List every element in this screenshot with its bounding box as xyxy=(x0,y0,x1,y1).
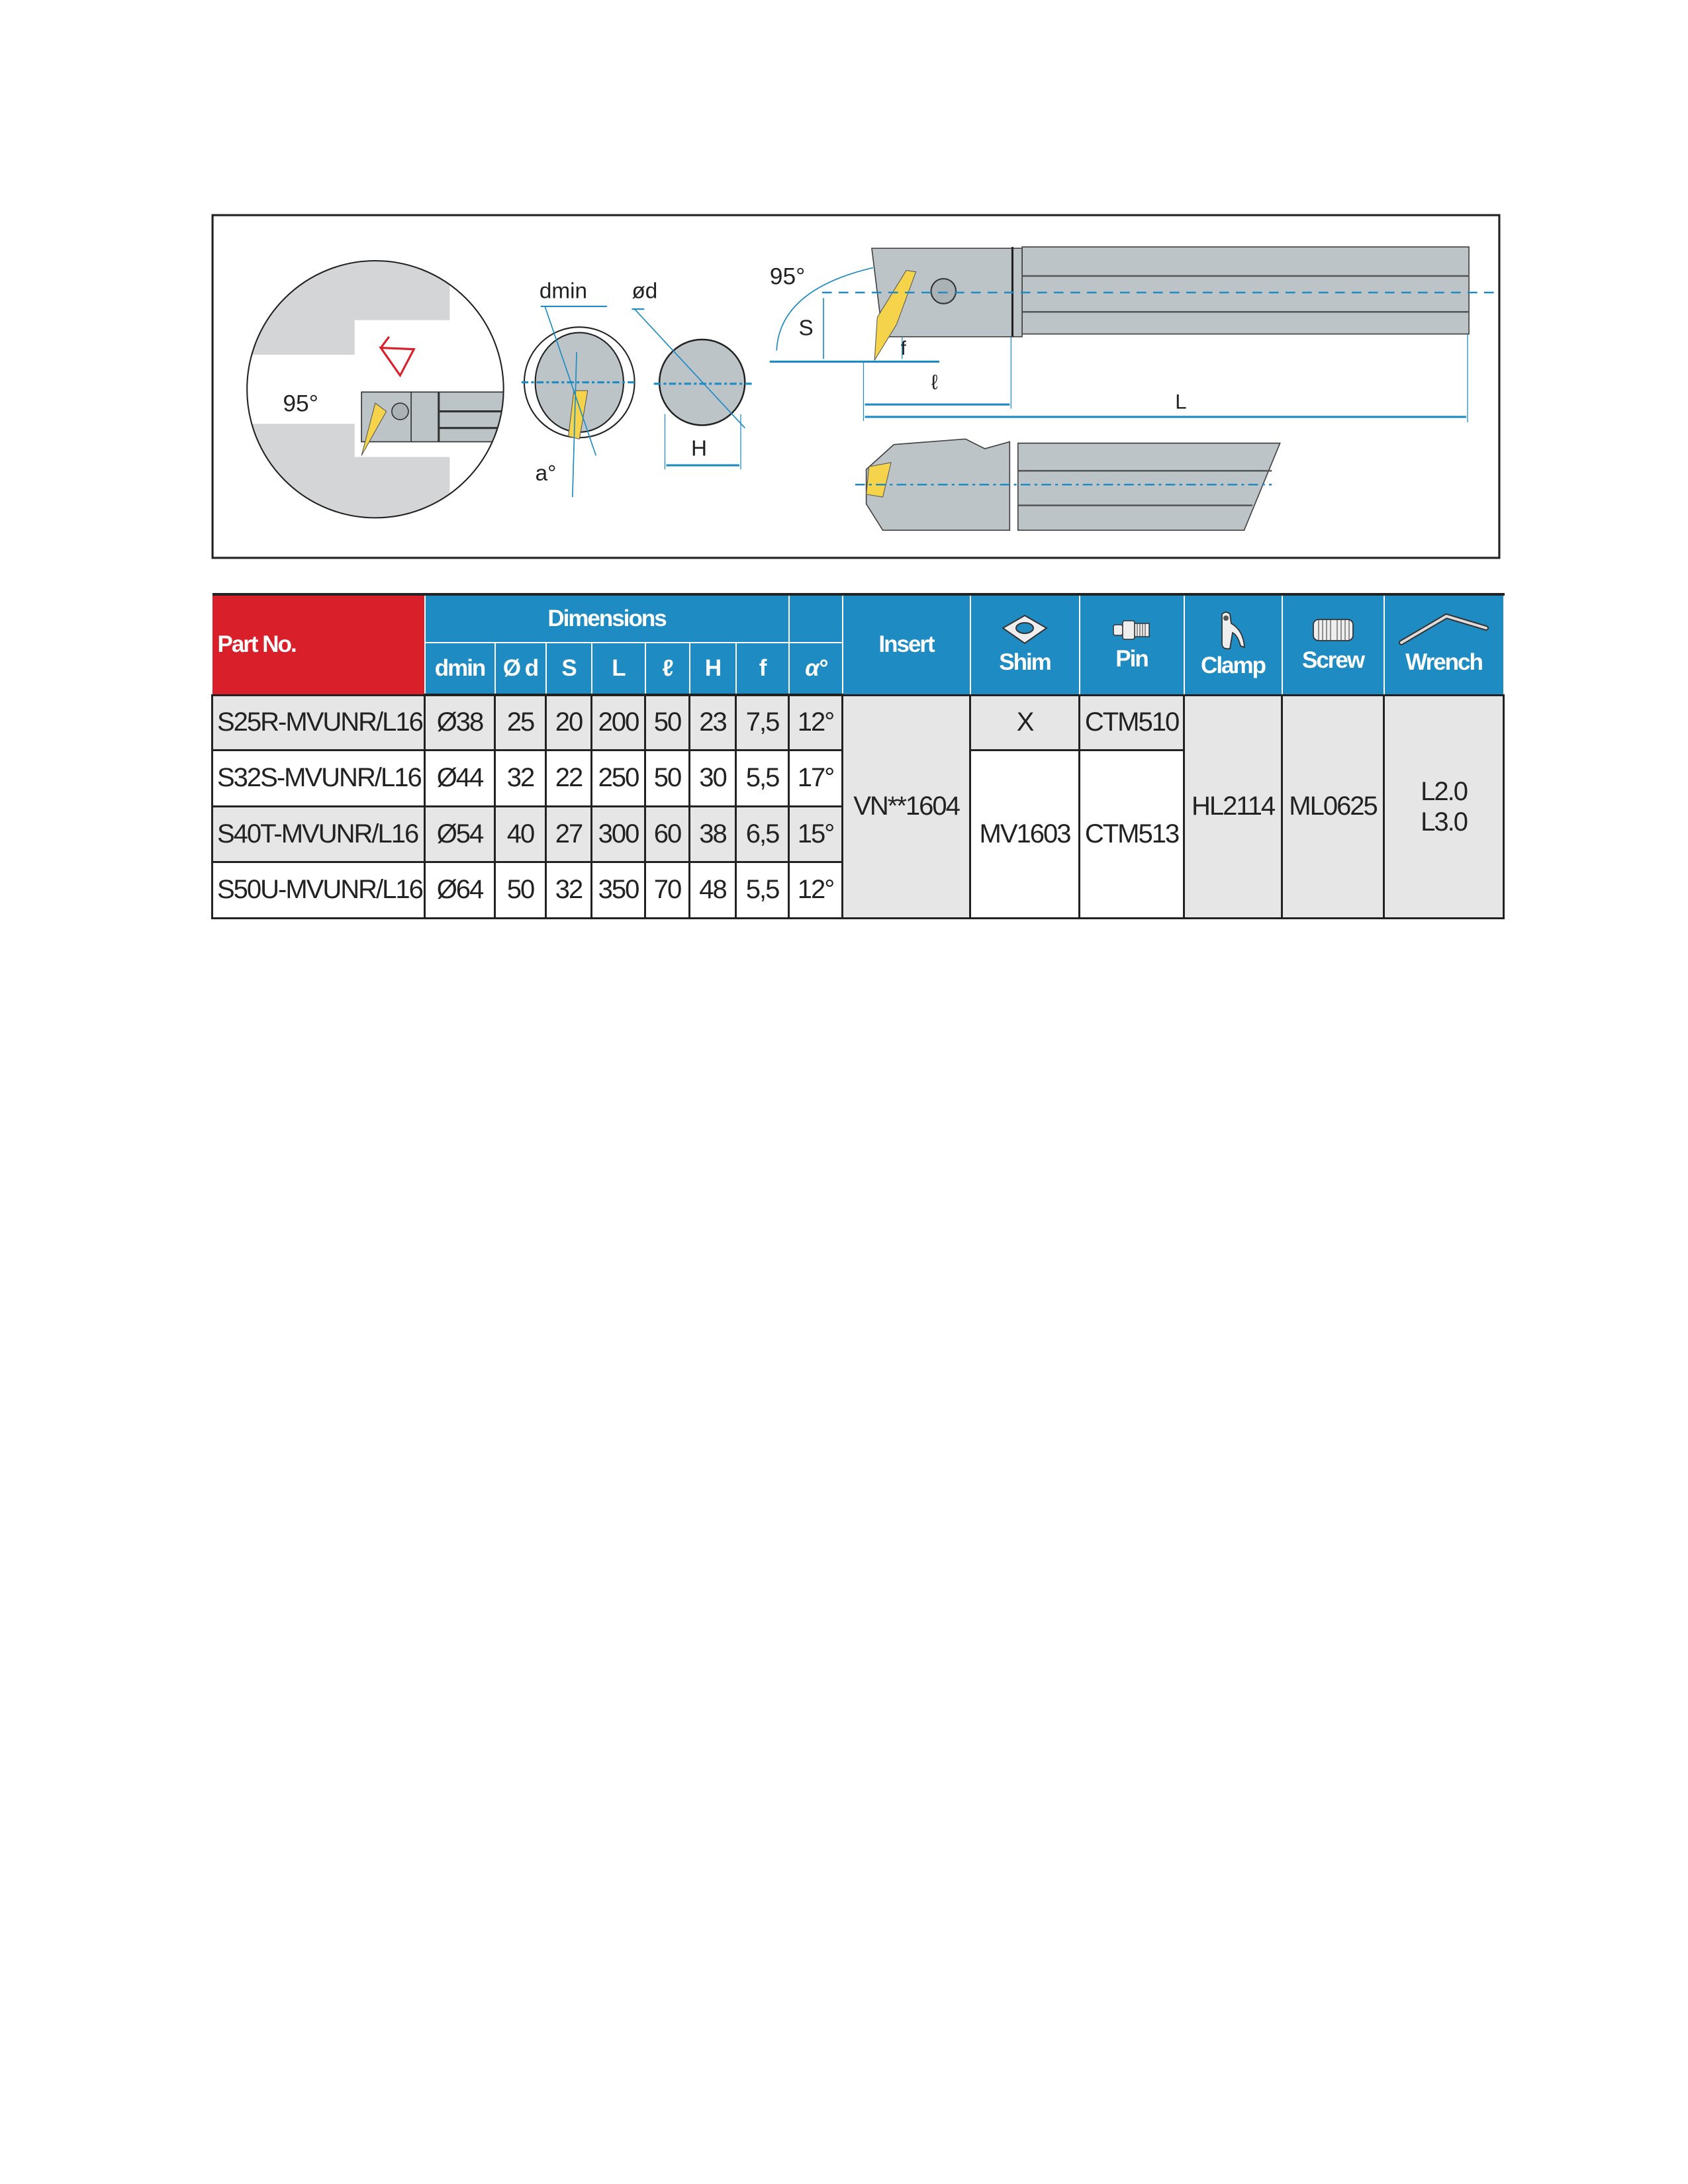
alpha-cell: 15° xyxy=(788,805,844,863)
H-cell: 48 xyxy=(688,860,737,919)
header-dimensions: Dimensions xyxy=(424,593,790,643)
d-cell: 50 xyxy=(494,860,547,919)
header-H: H xyxy=(688,642,737,696)
dmin-cell: Ø54 xyxy=(424,805,496,863)
od-section-view: ød H xyxy=(632,279,753,470)
f-cell: 7,5 xyxy=(734,694,790,751)
wrench-icon xyxy=(1399,614,1489,646)
feed-arrow-icon xyxy=(379,336,416,378)
S-cell: 27 xyxy=(545,805,592,863)
pin-cell: CTM513 xyxy=(1078,749,1186,919)
shim-cell: X xyxy=(969,694,1081,751)
f-cell: 6,5 xyxy=(734,805,790,863)
header-f: f xyxy=(735,642,790,696)
S-cell: 32 xyxy=(545,860,592,919)
d-cell: 25 xyxy=(494,694,547,751)
screw-label: Screw xyxy=(1301,647,1365,674)
table-row: S25R-MVUNR/L16 Ø38 25 20 200 50 23 7,5 1… xyxy=(211,694,1505,919)
header-l: ℓ xyxy=(644,642,690,696)
bore-section-view: 95° xyxy=(246,259,504,519)
od-label: ød xyxy=(632,279,657,303)
angle-label-left: 95° xyxy=(283,390,318,417)
L-cell: 350 xyxy=(590,860,646,919)
dmin-cell: Ø44 xyxy=(424,749,496,807)
L-cell: 250 xyxy=(590,749,646,807)
screw-cell: ML0625 xyxy=(1281,694,1385,919)
L-cell: 300 xyxy=(590,805,646,863)
f-cell: 5,5 xyxy=(734,749,790,807)
header-dmin: dmin xyxy=(424,642,496,696)
wrench-cell: L2.0 L3.0 xyxy=(1383,694,1505,919)
screw-icon xyxy=(1312,619,1354,642)
header-alpha: α° xyxy=(788,642,843,696)
dmin-cell: Ø38 xyxy=(424,694,496,751)
l-cell: 60 xyxy=(644,805,690,863)
alpha-cell: 12° xyxy=(788,860,844,919)
d-cell: 40 xyxy=(494,805,547,863)
alpha-cell: 12° xyxy=(788,694,844,751)
L-label: L xyxy=(1175,390,1186,413)
S-label: S xyxy=(799,316,814,341)
pin-cell: CTM510 xyxy=(1078,694,1186,751)
dmin-label: dmin xyxy=(539,279,587,303)
shim-icon xyxy=(1002,615,1048,645)
header-screw: Screw xyxy=(1281,593,1385,696)
l-cell: 50 xyxy=(644,694,690,751)
pin-icon xyxy=(1112,620,1150,640)
S-cell: 22 xyxy=(545,749,592,807)
header-od: Ø d xyxy=(494,642,547,696)
clamp-icon xyxy=(1221,612,1245,650)
angle-label-top: 95° xyxy=(770,263,806,289)
header-shim: Shim xyxy=(969,593,1080,696)
header-S: S xyxy=(545,642,592,696)
d-cell: 32 xyxy=(494,749,547,807)
tool-diagram: 95° dmin a° ød H xyxy=(211,214,1501,559)
dmin-cell: Ø64 xyxy=(424,860,496,919)
header-blank xyxy=(788,593,843,643)
part-no-cell: S40T-MVUNR/L16 xyxy=(211,805,426,863)
l-cell: 50 xyxy=(644,749,690,807)
header-L: L xyxy=(590,642,646,696)
tool-top-view: 95° S f ℓ L xyxy=(769,246,1501,423)
alpha-cell: 17° xyxy=(788,749,844,807)
part-no-cell: S32S-MVUNR/L16 xyxy=(211,749,426,807)
part-no-cell: S50U-MVUNR/L16 xyxy=(211,860,426,919)
header-part-no: Part No. xyxy=(212,593,426,695)
f-label: f xyxy=(901,338,907,359)
insert-cell: VN**1604 xyxy=(841,694,972,919)
H-cell: 23 xyxy=(688,694,737,751)
f-cell: 5,5 xyxy=(734,860,790,919)
H-label: H xyxy=(691,436,707,461)
header-insert: Insert xyxy=(841,593,971,696)
part-no-cell: S25R-MVUNR/L16 xyxy=(211,694,426,751)
clamp-cell: HL2114 xyxy=(1183,694,1284,919)
header-pin: Pin xyxy=(1078,593,1185,696)
clamp-label: Clamp xyxy=(1201,653,1266,679)
tool-bottom-view xyxy=(855,438,1281,531)
dmin-end-view: dmin a° xyxy=(521,279,637,498)
pin-label: Pin xyxy=(1115,646,1149,672)
wrench-label: Wrench xyxy=(1405,649,1483,676)
L-cell: 200 xyxy=(590,694,646,751)
insert-icon xyxy=(361,402,387,456)
spec-table: Part No. Dimensions Insert Shim Pin Clam… xyxy=(211,593,1505,919)
a-angle-label: a° xyxy=(536,461,557,486)
shim-cell: MV1603 xyxy=(969,749,1081,919)
header-wrench: Wrench xyxy=(1383,593,1505,696)
shim-label: Shim xyxy=(999,649,1052,676)
wrench-size: L3.0 xyxy=(1421,807,1468,837)
l-cell: 70 xyxy=(644,860,690,919)
wrench-size: L2.0 xyxy=(1421,776,1468,806)
H-cell: 38 xyxy=(688,805,737,863)
H-cell: 30 xyxy=(688,749,737,807)
header-clamp: Clamp xyxy=(1183,593,1283,696)
l-label: ℓ xyxy=(931,371,938,394)
S-cell: 20 xyxy=(545,694,592,751)
